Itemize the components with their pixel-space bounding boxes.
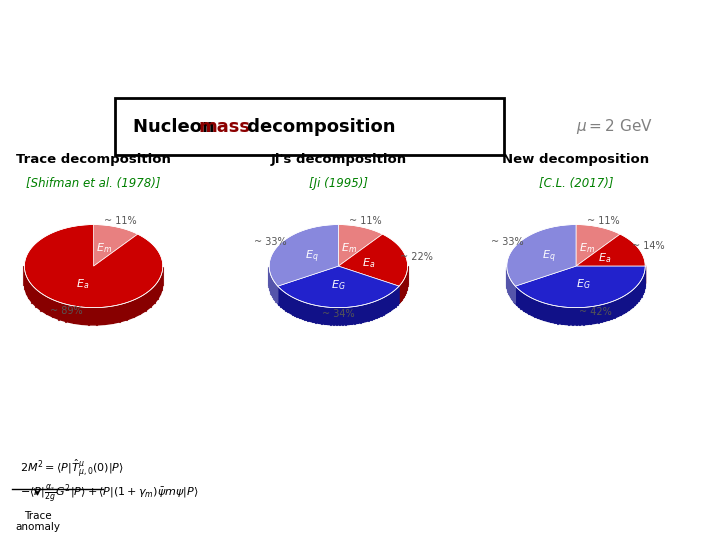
FancyBboxPatch shape (115, 98, 504, 155)
Polygon shape (94, 225, 138, 266)
Text: [Ji (1995)]: [Ji (1995)] (309, 177, 368, 190)
Text: [Shifman et al. (1978)]: [Shifman et al. (1978)] (27, 177, 161, 190)
Polygon shape (278, 286, 399, 325)
Polygon shape (516, 266, 645, 325)
Polygon shape (576, 234, 645, 266)
Polygon shape (278, 266, 399, 308)
Polygon shape (269, 225, 338, 286)
Text: Ji's decomposition: Ji's decomposition (270, 153, 407, 166)
Text: $E_a$: $E_a$ (76, 277, 90, 291)
Text: Trace decomposition: Trace decomposition (16, 153, 171, 166)
Text: $E_q$: $E_q$ (542, 248, 556, 265)
Polygon shape (399, 267, 408, 303)
Text: Back to the fundamental questions: Back to the fundamental questions (85, 18, 635, 46)
Text: ~ 33%: ~ 33% (491, 237, 523, 247)
Text: $E_m$: $E_m$ (96, 241, 112, 255)
Text: $E_m$: $E_m$ (579, 241, 595, 255)
Text: Nucleon: Nucleon (133, 118, 221, 136)
Text: ~ 22%: ~ 22% (400, 252, 433, 262)
Text: $E_a$: $E_a$ (598, 251, 611, 265)
Polygon shape (338, 234, 408, 286)
Text: $E_m$: $E_m$ (341, 241, 357, 255)
Text: ~ 89%: ~ 89% (50, 306, 83, 316)
Text: ~ 11%: ~ 11% (349, 216, 382, 226)
Text: ~ 34%: ~ 34% (322, 309, 355, 319)
Text: $E_a$: $E_a$ (362, 256, 376, 269)
Polygon shape (576, 225, 620, 266)
Text: ~ 14%: ~ 14% (631, 241, 665, 251)
Text: $E_q$: $E_q$ (305, 248, 318, 265)
Polygon shape (516, 266, 645, 308)
Text: [C.L. (2017)]: [C.L. (2017)] (539, 177, 613, 190)
Text: $E_G$: $E_G$ (331, 278, 346, 292)
Text: ~ 33%: ~ 33% (253, 237, 286, 247)
Text: ~ 11%: ~ 11% (104, 216, 137, 226)
Polygon shape (507, 268, 516, 303)
Text: ~ 11%: ~ 11% (587, 216, 619, 226)
Polygon shape (24, 267, 163, 325)
Polygon shape (24, 225, 163, 308)
Text: Trace
anomaly: Trace anomaly (15, 511, 60, 532)
Text: $2M^2 = \langle P|\hat{T}^\mu_{\mu,0}(0)|P\rangle$
$-\langle P|\frac{\alpha_s}{2: $2M^2 = \langle P|\hat{T}^\mu_{\mu,0}(0)… (20, 457, 198, 505)
Text: ~ 42%: ~ 42% (580, 307, 612, 318)
Text: $E_G$: $E_G$ (577, 278, 591, 291)
Polygon shape (507, 225, 576, 286)
Text: New decomposition: New decomposition (503, 153, 649, 166)
Text: decomposition: decomposition (241, 118, 396, 136)
Text: $\mu = 2\ \mathrm{GeV}$: $\mu = 2\ \mathrm{GeV}$ (576, 117, 653, 136)
Polygon shape (338, 225, 382, 266)
Polygon shape (269, 268, 278, 303)
Text: mass: mass (198, 118, 250, 136)
